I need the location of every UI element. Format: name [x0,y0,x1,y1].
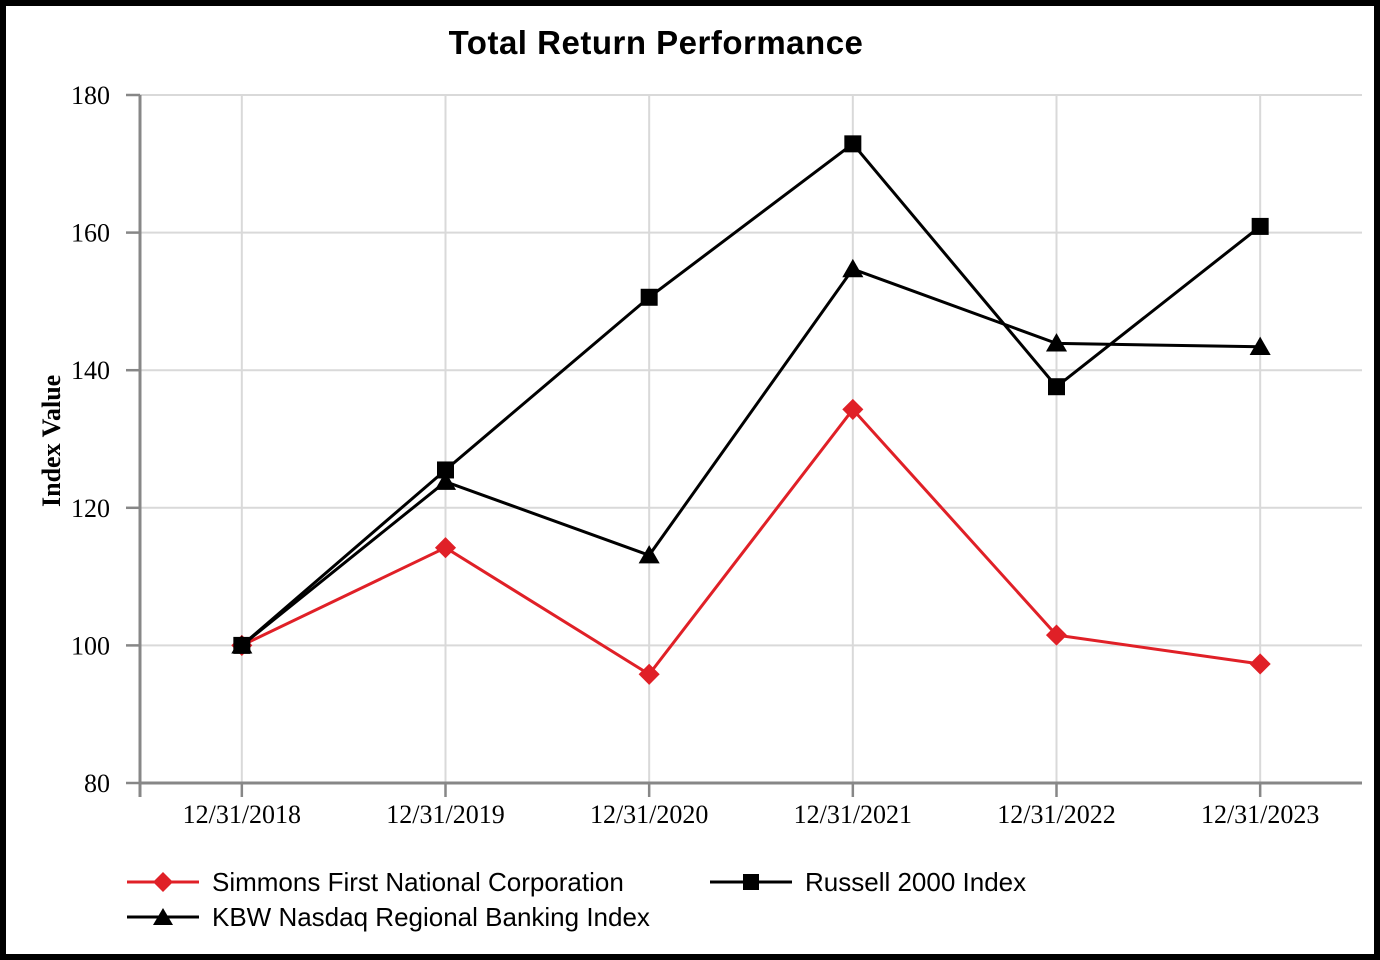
legend: Simmons First National Corporation Russe… [127,867,1026,932]
data-point-marker [844,135,862,153]
y-tick-label: 160 [71,219,110,248]
x-tick-label: 12/31/2018 [183,800,301,829]
data-point-marker [434,471,457,490]
data-point-marker [437,461,454,479]
x-tick-label: 12/31/2020 [590,800,708,829]
red-diamond-line-icon [127,872,199,892]
x-tick-label: 12/31/2022 [997,800,1115,829]
data-point-marker [434,537,457,559]
data-point-marker [1045,624,1068,646]
series-line-1 [240,141,1262,647]
data-point-marker [1048,378,1065,396]
data-point-marker [1249,653,1271,675]
data-point-marker [638,545,660,564]
plot-area: 80 100 120 140 160 180 12/31/2018 12/31/2019 12/… [71,81,1362,829]
y-tick-label: 80 [84,769,110,798]
x-tick-label: 12/31/2021 [794,800,912,829]
black-square-line-icon [710,874,792,890]
data-point-marker [842,398,864,420]
chart-title: Total Return Performance [448,24,864,61]
data-point-marker [1045,333,1068,352]
black-triangle-line-icon [127,908,199,925]
data-point-marker [638,663,660,685]
legend-label-simmons: Simmons First National Corporation [212,866,624,897]
y-tick-label: 180 [71,81,110,110]
series-line-0 [241,407,1261,677]
x-tick-label: 12/31/2019 [386,800,504,829]
y-tick-label: 100 [71,631,110,660]
data-point-marker [1249,336,1271,355]
legend-item-russell: Russell 2000 Index [710,867,1026,897]
series-line-2 [240,267,1261,647]
legend-key-triangle-marker [153,908,173,925]
legend-item-simmons: Simmons First National Corporation [127,867,710,897]
y-tick-label: 120 [71,494,110,523]
legend-label-kbw: KBW Nasdaq Regional Banking Index [212,901,650,932]
data-point-marker [233,636,251,654]
y-tick-label: 140 [71,356,110,385]
data-point-marker [842,258,864,278]
x-tick-label: 12/31/2023 [1201,800,1319,829]
legend-key-diamond-marker [153,872,173,892]
legend-item-kbw: KBW Nasdaq Regional Banking Index [127,902,710,932]
data-point-marker [1251,217,1269,235]
data-point-marker [640,288,658,306]
legend-key-square-marker [743,874,759,890]
legend-label-russell: Russell 2000 Index [805,866,1027,897]
